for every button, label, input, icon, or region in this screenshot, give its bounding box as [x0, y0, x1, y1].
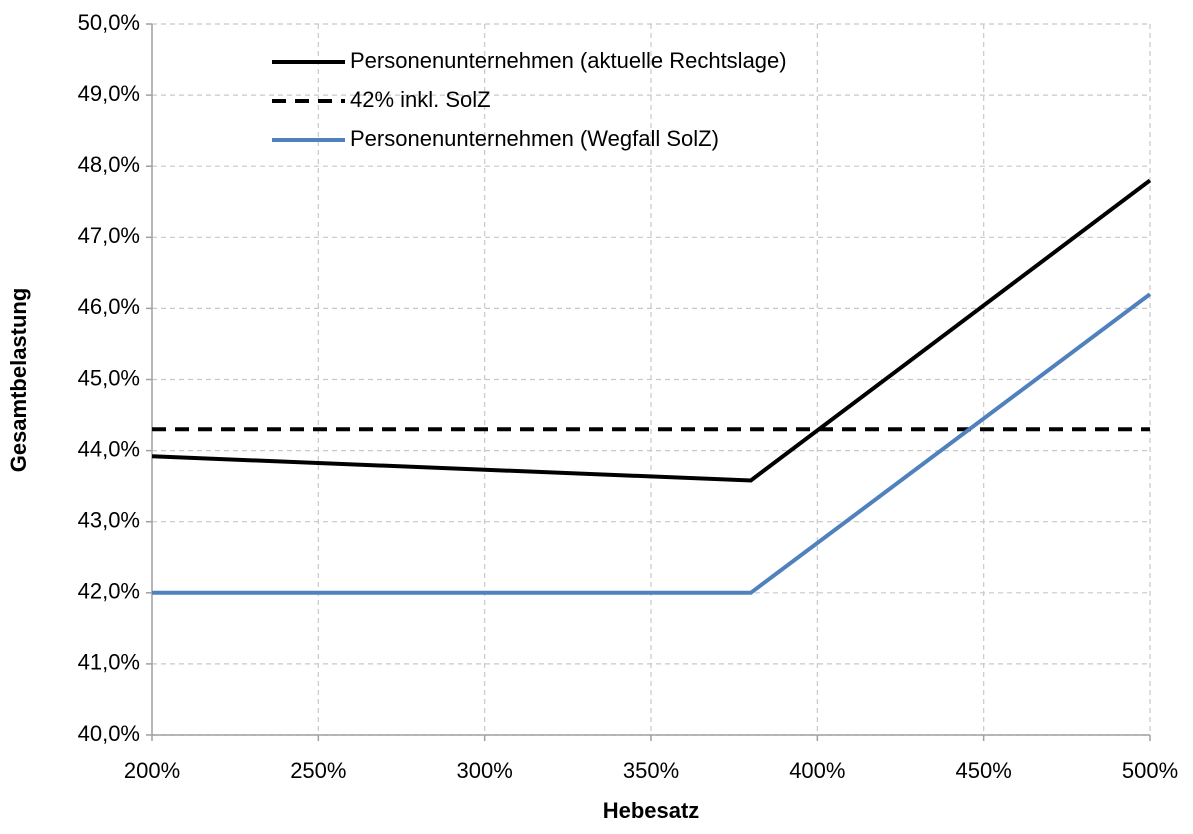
x-tick-label: 400% [789, 758, 845, 783]
series-line [151, 178, 1152, 483]
x-axis-label: Hebesatz [603, 798, 700, 823]
legend-label: 42% inkl. SolZ [350, 87, 491, 112]
y-tick-label: 50,0% [78, 10, 140, 35]
y-tick-label: 47,0% [78, 223, 140, 248]
legend-label: Personenunternehmen (Wegfall SolZ) [350, 126, 719, 151]
y-tick-label: 45,0% [78, 365, 140, 390]
x-tick-label: 450% [956, 758, 1012, 783]
x-tick-label: 500% [1122, 758, 1178, 783]
y-tick-label: 48,0% [78, 152, 140, 177]
y-tick-label: 41,0% [78, 650, 140, 675]
x-tick-label: 200% [124, 758, 180, 783]
x-tick-label: 250% [290, 758, 346, 783]
y-tick-label: 42,0% [78, 579, 140, 604]
y-tick-label: 49,0% [78, 81, 140, 106]
y-tick-label: 46,0% [78, 294, 140, 319]
legend-label: Personenunternehmen (aktuelle Rechtslage… [350, 48, 787, 73]
x-tick-label: 350% [623, 758, 679, 783]
x-tick-label: 300% [457, 758, 513, 783]
y-tick-label: 43,0% [78, 508, 140, 533]
series-line [152, 292, 1152, 595]
y-tick-label: 44,0% [78, 436, 140, 461]
y-tick-label: 40,0% [78, 721, 140, 746]
y-axis-label: Gesamtbelastung [6, 288, 31, 473]
